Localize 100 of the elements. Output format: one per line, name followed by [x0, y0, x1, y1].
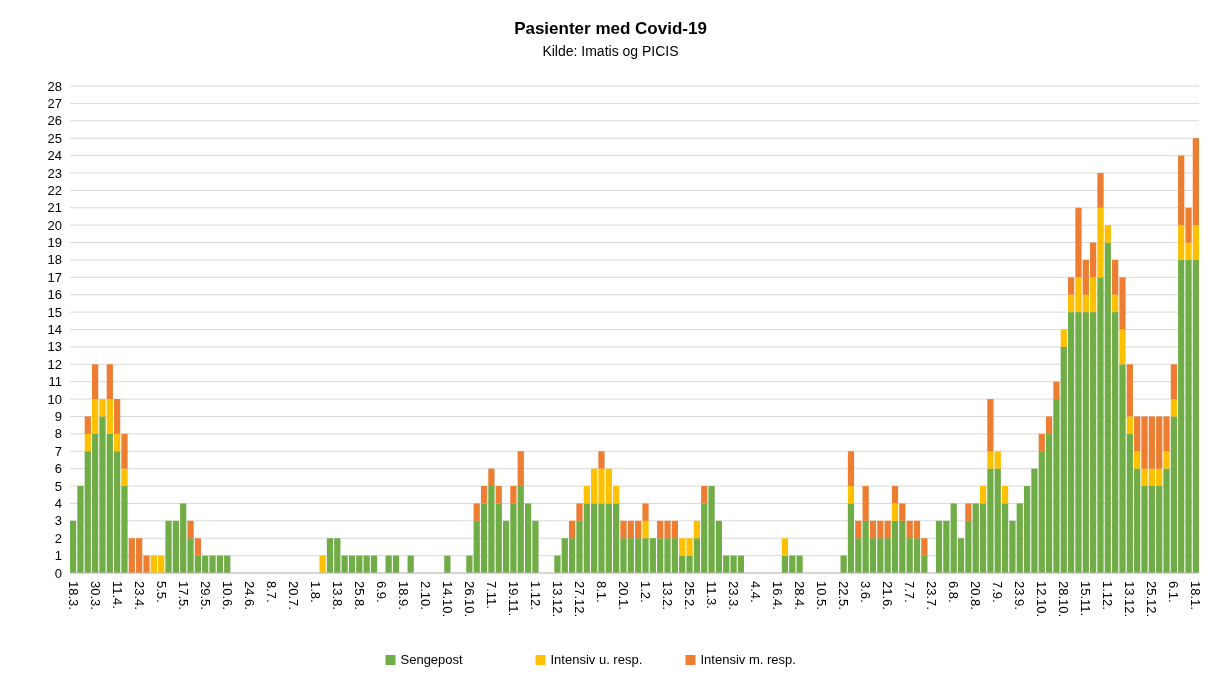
bar	[598, 451, 605, 469]
bar	[847, 486, 855, 504]
chart-subtitle: Kilde: Imatis og PICIS	[542, 43, 679, 59]
bar	[1068, 277, 1075, 295]
y-tick-label: 4	[54, 495, 62, 511]
bar	[855, 520, 862, 539]
y-tick-label: 10	[47, 391, 62, 407]
x-tick-label: 25.12.	[1144, 581, 1160, 618]
x-tick-label: 1.12.	[527, 581, 543, 610]
bar	[473, 503, 480, 521]
x-tick-label: 13.2.	[659, 581, 675, 610]
x-tick-label: 18.1.	[1188, 581, 1204, 610]
bar	[1046, 416, 1053, 434]
bar	[121, 468, 128, 487]
bar	[891, 486, 899, 504]
bar	[1126, 416, 1133, 434]
bar	[987, 399, 994, 452]
bar	[979, 486, 987, 504]
bar	[1053, 381, 1060, 400]
bar	[1134, 451, 1141, 469]
x-tick-label: 19.11.	[505, 581, 521, 617]
y-tick-label: 9	[54, 409, 62, 425]
legend-label: Intensiv m. resp.	[700, 652, 796, 667]
bar	[965, 503, 972, 521]
bar	[84, 416, 91, 434]
x-tick-label: 4.4.	[748, 581, 764, 603]
x-tick-label: 3.6.	[858, 581, 874, 603]
bar	[84, 433, 91, 452]
x-tick-label: 23.9.	[1012, 581, 1028, 610]
x-tick-label: 7.7.	[902, 581, 918, 603]
x-tick-label: 23.7.	[924, 581, 940, 610]
x-tick-label: 13.12.	[549, 581, 565, 618]
y-tick-label: 20	[47, 217, 62, 233]
bar	[576, 503, 583, 521]
x-tick-label: 7.9.	[990, 581, 1006, 603]
x-tick-label: 25.2.	[681, 581, 697, 610]
x-tick-label: 10.6.	[219, 581, 235, 610]
x-tick-label: 1.8.	[307, 581, 323, 603]
x-tick-label: 29.5.	[197, 581, 213, 610]
bar	[1119, 329, 1126, 365]
x-tick-label: 27.12.	[571, 581, 587, 618]
x-tick-label: 11.4.	[109, 581, 125, 609]
legend-label: Intensiv u. resp.	[550, 652, 643, 667]
bar	[1097, 172, 1104, 208]
y-tick-label: 13	[47, 339, 62, 355]
x-tick-label: 24.6.	[241, 581, 257, 610]
bar	[488, 468, 495, 487]
y-tick-label: 23	[47, 165, 62, 181]
x-tick-label: 10.5.	[814, 581, 830, 610]
x-tick-label: 13.12.	[1122, 581, 1138, 618]
y-tick-label: 24	[47, 148, 62, 164]
bar	[781, 538, 789, 556]
bar	[1112, 294, 1119, 313]
x-tick-label: 11.3.	[704, 581, 719, 609]
bar	[847, 451, 855, 487]
y-tick-label: 22	[47, 182, 62, 198]
x-tick-label: 1.12.	[1100, 581, 1116, 610]
bar	[1126, 364, 1133, 417]
x-tick-label: 1.2.	[637, 581, 653, 603]
bar	[194, 538, 201, 556]
bar	[510, 486, 517, 504]
chart-title: Pasienter med Covid-19	[514, 19, 707, 38]
y-tick-label: 21	[47, 200, 62, 216]
bar	[899, 503, 906, 521]
x-tick-label: 6.8.	[946, 581, 962, 603]
bar	[569, 520, 576, 539]
bar	[642, 503, 649, 521]
legend-label: Sengepost	[400, 652, 464, 667]
bar	[106, 364, 113, 400]
bar	[891, 503, 899, 521]
y-tick-label: 16	[47, 287, 62, 303]
bar	[642, 520, 649, 539]
x-tick-label: 23.3.	[726, 581, 742, 610]
x-tick-label: 18.9.	[395, 581, 411, 610]
bar	[517, 451, 524, 487]
bar	[1038, 433, 1045, 452]
y-tick-label: 7	[54, 443, 62, 459]
x-tick-label: 22.5.	[836, 581, 852, 610]
x-tick-label: 8.7.	[263, 581, 279, 603]
x-tick-label: 18.3.	[65, 581, 81, 610]
x-tick-label: 28.4.	[792, 581, 808, 610]
x-tick-label: 23.4.	[131, 581, 147, 610]
bar	[114, 399, 121, 434]
y-tick-label: 27	[47, 95, 62, 111]
x-tick-label: 20.1.	[615, 581, 631, 610]
x-tick-label: 7.11.	[483, 581, 499, 609]
x-tick-label: 6.1.	[1166, 581, 1182, 603]
bar	[495, 486, 502, 504]
bar	[1170, 399, 1177, 417]
x-tick-label: 2.10.	[417, 581, 433, 610]
y-tick-label: 17	[47, 269, 62, 285]
x-tick-label: 17.5.	[175, 581, 191, 610]
x-tick-label: 6.9.	[373, 581, 389, 603]
y-tick-label: 0	[54, 565, 62, 581]
x-tick-label: 13.8.	[329, 581, 345, 610]
bar	[884, 520, 891, 539]
bar	[701, 486, 708, 504]
y-tick-label: 18	[47, 252, 62, 268]
y-tick-label: 8	[54, 426, 62, 442]
bar	[1060, 329, 1067, 347]
